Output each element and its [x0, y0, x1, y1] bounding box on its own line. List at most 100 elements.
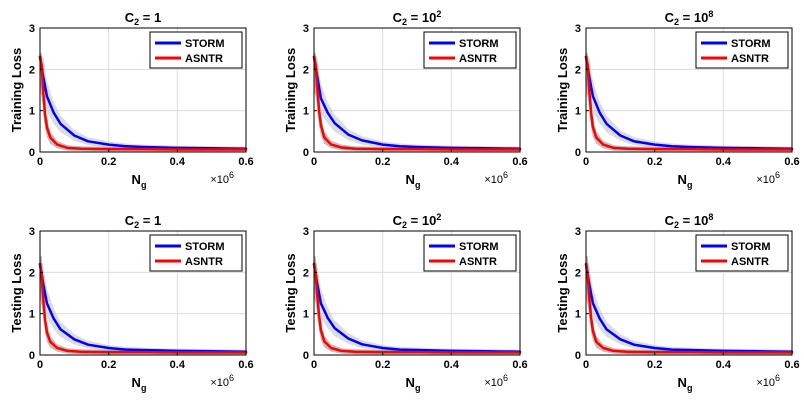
x-tick-label: 0 [583, 359, 589, 371]
title-superscript: 2 [436, 9, 441, 19]
legend-box [695, 31, 789, 69]
x-tick-label: 0.6 [784, 156, 799, 168]
panel-title: C2 = 102 [393, 9, 442, 27]
x-tick-label: 0.2 [647, 156, 662, 168]
y-tick-label: 2 [29, 267, 35, 279]
series-line-storm [584, 262, 794, 353]
legend-box [149, 234, 243, 272]
title-base: C [393, 213, 403, 228]
title-base: C [393, 10, 403, 25]
x-label-subscript: g [415, 180, 421, 190]
legend-box [423, 31, 517, 69]
series-line-storm [584, 55, 794, 150]
legend-label-asntr: ASNTR [731, 53, 769, 65]
y-tick-label: 0 [575, 350, 581, 362]
legend-label-storm: STORM [459, 38, 499, 50]
y-tick-label: 2 [303, 64, 309, 76]
panel-title: C2 = 1 [125, 10, 161, 27]
x-tick-label: 0.2 [101, 156, 116, 168]
legend: STORM ASNTR [423, 31, 517, 69]
y-tick-label: 3 [575, 226, 581, 238]
series-line-asntr [584, 262, 794, 354]
x-axis-label: Ng [678, 375, 693, 393]
x-multiplier: ×106 [210, 170, 234, 186]
title-base: C [665, 213, 675, 228]
y-tick-label: 2 [575, 64, 581, 76]
x-multiplier-base: ×10 [484, 174, 503, 186]
x-label-subscript: g [687, 383, 693, 393]
title-base: C [125, 213, 135, 228]
y-tick-label: 1 [29, 309, 35, 321]
y-tick-label: 3 [29, 23, 35, 35]
y-tick-label: 3 [29, 226, 35, 238]
x-label-base: N [678, 172, 687, 187]
title-subscript: 2 [402, 17, 407, 27]
axes-box [585, 230, 793, 356]
title-rhs: = 10 [679, 10, 708, 25]
legend-box [423, 234, 517, 272]
legend-box [149, 31, 243, 69]
y-tick-label: 1 [575, 309, 581, 321]
x-tick-label: 0 [37, 359, 43, 371]
legend-label-asntr: ASNTR [185, 53, 223, 65]
y-axis-label: Training Loss [283, 48, 298, 133]
x-axis-label: Ng [678, 172, 693, 190]
y-axis-label: Testing Loss [555, 253, 570, 332]
title-subscript: 2 [134, 220, 139, 230]
x-label-subscript: g [141, 180, 147, 190]
y-axis-label: Testing Loss [9, 253, 24, 332]
y-axis-label: Training Loss [555, 48, 570, 133]
y-tick-label: 0 [29, 350, 35, 362]
x-tick-label: 0.2 [647, 359, 662, 371]
legend: STORM ASNTR [695, 31, 789, 69]
x-label-base: N [406, 172, 415, 187]
x-multiplier-base: ×10 [210, 174, 229, 186]
series-line-asntr [584, 55, 794, 151]
y-tick-label: 0 [29, 147, 35, 159]
y-tick-label: 0 [303, 350, 309, 362]
x-axis-label: Ng [132, 172, 147, 190]
x-multiplier-exponent: 6 [775, 373, 780, 383]
series-line-asntr [312, 262, 522, 354]
x-multiplier-exponent: 6 [229, 373, 234, 383]
legend-label-asntr: ASNTR [459, 53, 497, 65]
legend-label-asntr: ASNTR [731, 256, 769, 268]
x-tick-label: 0.6 [784, 359, 799, 371]
legend-label-asntr: ASNTR [185, 256, 223, 268]
x-label-base: N [132, 375, 141, 390]
x-axis-label: Ng [406, 375, 421, 393]
x-tick-label: 0.2 [375, 359, 390, 371]
x-tick-label: 0.6 [238, 156, 253, 168]
y-tick-label: 0 [303, 147, 309, 159]
legend-box [695, 234, 789, 272]
axes-box [585, 27, 793, 153]
x-axis-label: Ng [132, 375, 147, 393]
x-tick-label: 0.4 [444, 359, 460, 371]
x-multiplier: ×106 [484, 170, 508, 186]
x-tick-label: 0 [37, 156, 43, 168]
legend: STORM ASNTR [423, 234, 517, 272]
title-superscript: 2 [436, 212, 441, 222]
x-tick-label: 0.4 [170, 156, 186, 168]
series-line-asntr [38, 262, 248, 354]
x-tick-label: 0.4 [716, 156, 732, 168]
series-line-asntr [312, 55, 522, 151]
y-tick-label: 2 [575, 267, 581, 279]
y-axis-label: Testing Loss [283, 253, 298, 332]
y-tick-label: 0 [575, 147, 581, 159]
title-subscript: 2 [674, 220, 679, 230]
x-tick-label: 0.2 [101, 359, 116, 371]
y-tick-label: 2 [303, 267, 309, 279]
x-tick-label: 0 [311, 359, 317, 371]
title-rhs: = 10 [679, 213, 708, 228]
x-multiplier: ×106 [756, 170, 780, 186]
y-axis-label: Training Loss [9, 48, 24, 133]
title-subscript: 2 [402, 220, 407, 230]
axes-box [39, 27, 247, 153]
panel-title: C2 = 108 [665, 212, 714, 230]
